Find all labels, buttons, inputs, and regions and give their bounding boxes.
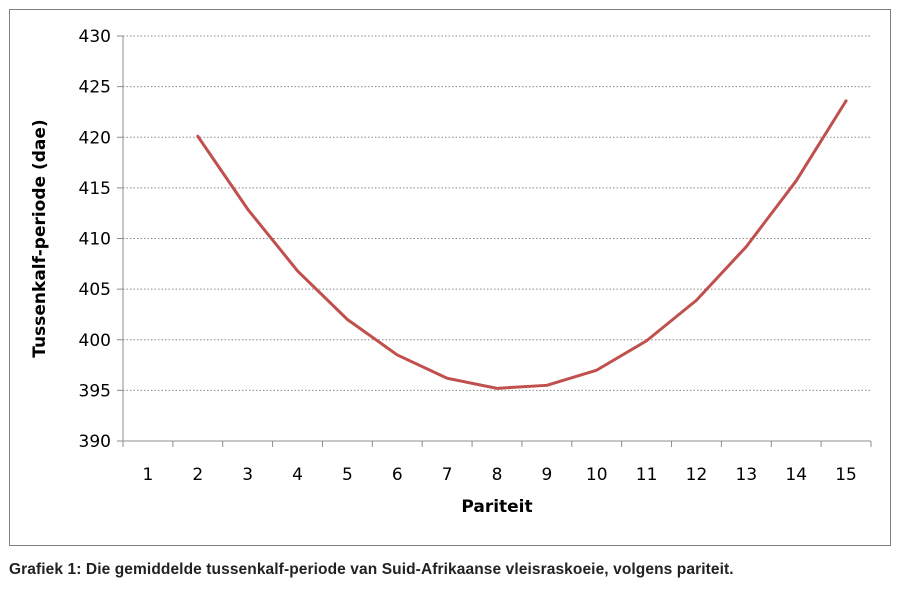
y-axis-title: Tussenkalf-periode (dae) — [30, 119, 50, 357]
y-tick-label-390: 390 — [79, 432, 111, 452]
series-line-0 — [196, 99, 848, 390]
x-tick-label-2: 2 — [192, 465, 203, 485]
x-tick-label-4: 4 — [292, 465, 303, 485]
axes — [117, 35, 872, 447]
x-tick-label-7: 7 — [442, 465, 453, 485]
x-tick-label-14: 14 — [785, 465, 807, 485]
x-tick-label-6: 6 — [392, 465, 403, 485]
x-tick-label-3: 3 — [242, 465, 253, 485]
x-tick-label-13: 13 — [736, 465, 758, 485]
x-tick-label-5: 5 — [342, 465, 353, 485]
gridlines — [123, 35, 871, 391]
x-tick-label-12: 12 — [686, 465, 708, 485]
chart-frame: 390 395 400 405 410 415 420 425 430 1 2 3 4 5 6 7 8 9 10 1… — [9, 9, 891, 546]
x-tick-label-15: 15 — [835, 465, 857, 485]
x-tick-label-9: 9 — [541, 465, 552, 485]
y-tick-label-410: 410 — [79, 230, 111, 250]
y-tick-label-405: 405 — [79, 280, 111, 300]
x-tick-label-11: 11 — [636, 465, 658, 485]
x-tick-label-10: 10 — [586, 465, 608, 485]
y-tick-labels: 390 395 400 405 410 415 420 425 430 — [79, 27, 111, 452]
y-tick-label-395: 395 — [79, 381, 111, 401]
x-tick-labels: 1 2 3 4 5 6 7 8 9 10 11 12 13 14 15 — [143, 465, 857, 485]
series-layer — [196, 99, 848, 390]
figure-caption: Grafiek 1: Die gemiddelde tussenkalf-per… — [9, 561, 734, 578]
x-axis-title: Pariteit — [461, 497, 532, 517]
y-tick-label-420: 420 — [79, 128, 111, 148]
y-tick-label-400: 400 — [79, 331, 111, 351]
y-tick-label-425: 425 — [79, 78, 111, 98]
y-tick-label-415: 415 — [79, 179, 111, 199]
x-tick-label-1: 1 — [143, 465, 154, 485]
x-tick-label-8: 8 — [492, 465, 503, 485]
y-tick-label-430: 430 — [79, 27, 111, 47]
